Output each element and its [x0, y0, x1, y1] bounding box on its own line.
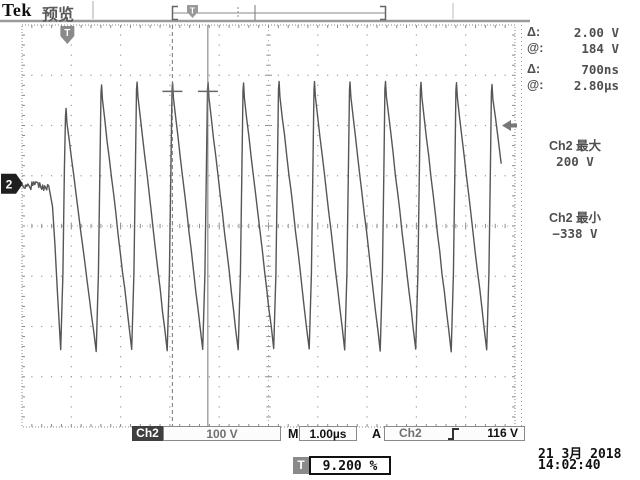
timebase-readout: 1.00µs: [299, 426, 357, 441]
cursor-at-time-row: @: 2.80µs: [527, 78, 619, 93]
at-icon: @:: [527, 78, 544, 92]
channel-2-marker-label: 2: [6, 177, 13, 191]
at-icon: @:: [527, 41, 544, 55]
acquisition-mode-label: 预览: [42, 7, 75, 24]
measurement-value: 200 V: [556, 154, 594, 169]
timebase-label: M: [288, 427, 299, 441]
trigger-source-label: Ch2: [399, 426, 422, 440]
trigger-level-arrow-icon: [502, 120, 517, 131]
trigger-readout: Ch2 116 V: [384, 426, 525, 441]
rising-edge-icon: [448, 427, 460, 440]
trigger-position-flag-icon: [60, 26, 75, 44]
trigger-position-icon: T: [293, 457, 309, 474]
measurement-value: −338 V: [552, 226, 598, 241]
record-view-right-bracket: [380, 5, 387, 21]
record-view-trigger-flag-icon: [187, 5, 198, 18]
channel-2-marker-icon: [1, 173, 23, 194]
time-readout: 14:02:40: [538, 458, 601, 473]
measurement-ch2-max: Ch2 最大 200 V: [522, 139, 628, 169]
cursor-2-cross-marker: [197, 85, 218, 97]
record-view-trigger-letter: T: [190, 7, 195, 16]
measurement-ch2-min: Ch2 最小 −338 V: [522, 211, 628, 241]
graticule-center-axes: [22, 25, 515, 427]
trigger-position-letter: T: [64, 28, 70, 39]
channel-readout-badge: Ch2: [132, 426, 163, 441]
date-readout: 21 3月 2018: [538, 447, 622, 462]
cursor-delta-voltage-value: 2.00 V: [573, 25, 619, 40]
cursor-delta-voltage-row: Δ: 2.00 V: [527, 25, 619, 40]
measurement-label: Ch2 最小: [548, 211, 602, 225]
delta-icon: Δ:: [527, 25, 541, 39]
cursor-at-voltage-value: 184 V: [581, 41, 619, 56]
cursor-delta-time-row: Δ: 700ns: [527, 62, 619, 77]
channel-scale-readout: 100 V: [163, 426, 281, 441]
trigger-mode-label: A: [372, 427, 382, 441]
tek-logo: Tek: [2, 0, 32, 20]
graticule-grid: [31, 34, 506, 418]
cursor-delta-time-value: 700ns: [581, 62, 619, 77]
record-view-left-bracket: [171, 5, 178, 21]
delta-icon: Δ:: [527, 62, 541, 76]
cursor-at-time-value: 2.80µs: [573, 78, 619, 93]
trigger-position-readout: 9.200 %: [309, 456, 391, 475]
measurement-label: Ch2 最大: [548, 139, 602, 153]
cursor-at-voltage-row: @: 184 V: [527, 41, 619, 56]
cursor-1-cross-marker: [162, 85, 183, 97]
ch2-waveform-trace: [21, 80, 502, 353]
trigger-level-value: 116 V: [487, 426, 518, 440]
